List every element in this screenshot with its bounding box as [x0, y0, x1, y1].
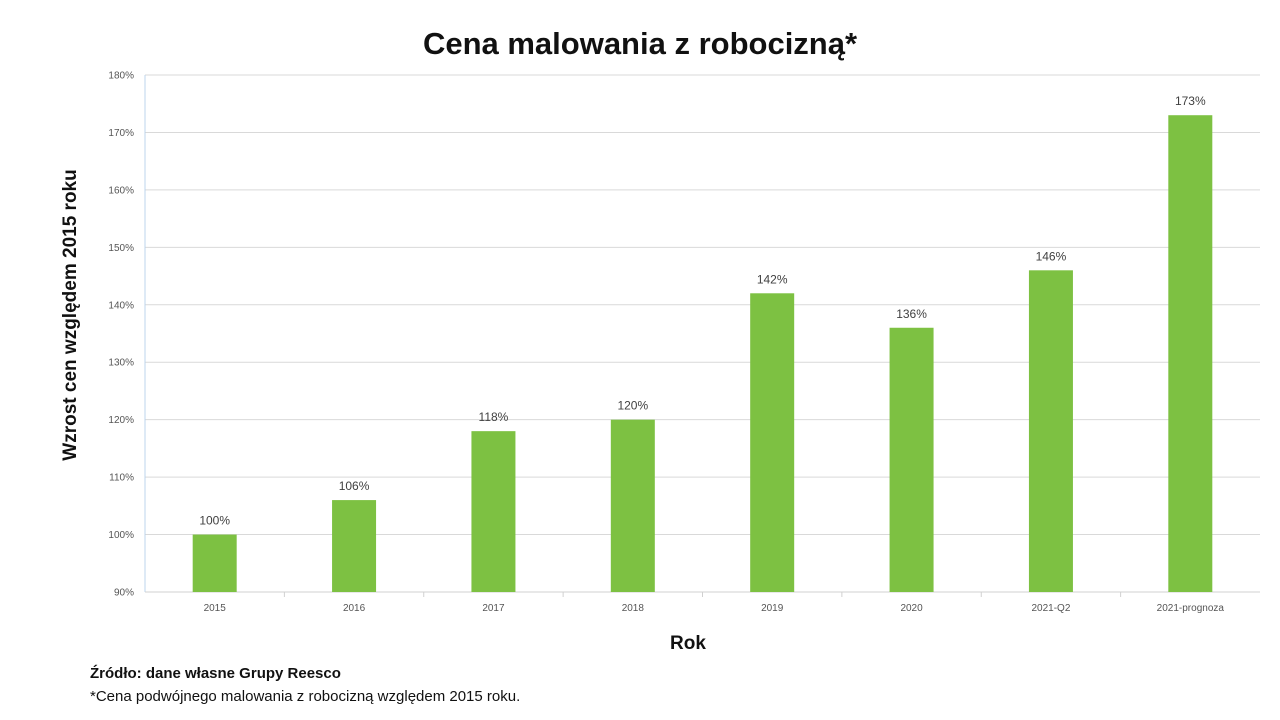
data-label: 142% — [757, 272, 788, 286]
chart-title: Cena malowania z robocizną* — [422, 26, 858, 61]
data-label: 106% — [339, 479, 370, 493]
y-axis-title: Wzrost cen względem 2015 roku — [60, 169, 81, 460]
data-label: 120% — [617, 399, 648, 413]
source-note: Źródło: dane własne Grupy Reesco — [90, 665, 341, 682]
x-tick-label: 2021-Q2 — [1031, 603, 1070, 614]
data-label: 118% — [479, 410, 509, 424]
x-tick-label: 2020 — [900, 603, 923, 614]
bar — [471, 431, 516, 592]
bar — [750, 293, 795, 592]
x-tick-label: 2017 — [482, 603, 505, 614]
data-label: 136% — [896, 307, 927, 321]
footnote: *Cena podwójnego malowania z robocizną w… — [90, 688, 521, 705]
y-tick-label: 180% — [108, 71, 134, 82]
x-tick-labels: 2015 2016 2017 2018 2019 2020 2021-Q2 2021-prog… — [204, 603, 1225, 614]
axes — [144, 75, 1260, 597]
x-tick-label: 2016 — [343, 603, 366, 614]
y-tick-label: 140% — [108, 300, 134, 311]
bar — [192, 534, 237, 592]
y-tick-label: 150% — [108, 243, 134, 254]
bar — [1028, 270, 1073, 592]
data-labels: 100% 106% 118% 120% 142% 136% 146% 173% — [199, 94, 1206, 527]
data-label: 173% — [1175, 94, 1206, 108]
bar — [889, 327, 934, 592]
y-tick-label: 160% — [108, 185, 134, 196]
y-tick-label: 90% — [114, 588, 134, 599]
x-axis-title: Rok — [670, 633, 706, 654]
y-tick-label: 170% — [108, 128, 134, 139]
y-tick-labels: 90% 100% 110% 120% 130% 140% 150% 160% 170% 180% — [108, 71, 134, 599]
x-tick-label: 2015 — [204, 603, 227, 614]
y-tick-label: 120% — [108, 415, 134, 426]
bar — [1168, 115, 1213, 592]
gridlines — [145, 74, 1260, 536]
data-label: 146% — [1036, 249, 1067, 263]
bar — [332, 500, 377, 592]
y-tick-label: 100% — [108, 530, 134, 541]
x-tick-label: 2021-prognoza — [1157, 603, 1225, 614]
bars — [192, 115, 1213, 592]
x-tick-label: 2019 — [761, 603, 784, 614]
x-tick-label: 2018 — [622, 603, 645, 614]
y-tick-label: 110% — [109, 473, 134, 484]
y-tick-label: 130% — [108, 358, 134, 369]
data-label: 100% — [199, 514, 230, 528]
bar — [610, 419, 655, 592]
